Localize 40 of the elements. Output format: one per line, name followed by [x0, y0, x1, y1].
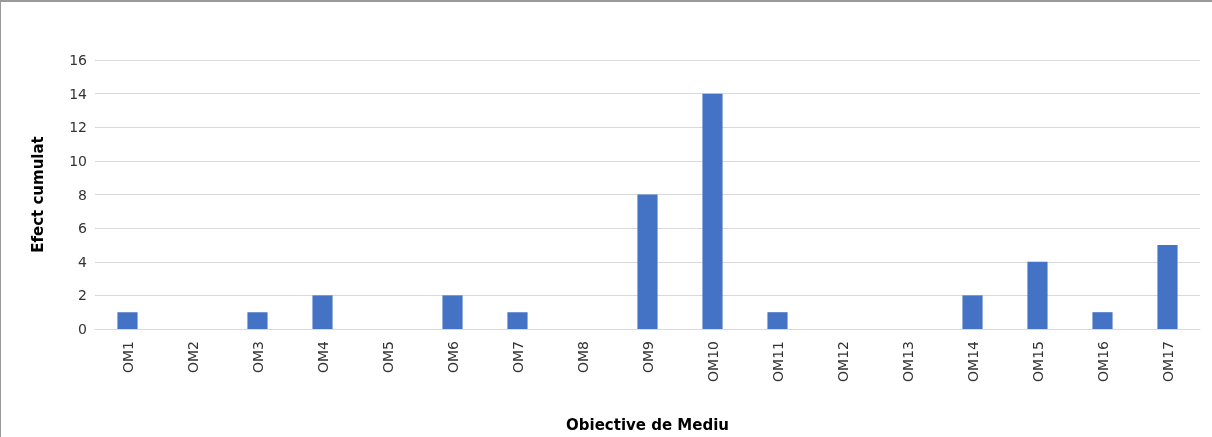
y-tick-label: 0	[78, 321, 87, 337]
x-tick-label: OM14	[964, 340, 981, 382]
bar	[507, 312, 528, 329]
bar	[767, 312, 788, 329]
bar	[637, 194, 658, 329]
x-tick-label: OM2	[184, 341, 201, 374]
x-tick-label: OM12	[834, 341, 851, 382]
x-tick-label: OM4	[314, 340, 331, 374]
y-tick-label: 12	[69, 119, 87, 136]
y-tick-label: 14	[69, 85, 88, 102]
x-tick-label: OM9	[639, 341, 656, 374]
x-tick-label: OM3	[249, 341, 266, 374]
x-tick-label: OM13	[899, 341, 916, 382]
bar	[1092, 312, 1113, 329]
x-tick-label: OM11	[769, 341, 786, 382]
bar	[702, 93, 723, 329]
x-tick-label: OM5	[379, 341, 396, 374]
bar	[1027, 261, 1048, 329]
bar	[117, 312, 138, 329]
y-tick-label: 16	[69, 52, 88, 68]
x-tick-label: OM17	[1159, 341, 1176, 382]
bar	[442, 295, 463, 329]
bar	[312, 295, 333, 329]
x-tick-label: OM10	[704, 341, 721, 382]
x-axis-title: Obiective de Mediu	[566, 415, 729, 434]
bar	[247, 312, 268, 329]
y-tick-label: 6	[78, 220, 88, 237]
y-tick-label: 10	[69, 152, 87, 169]
bar	[962, 295, 983, 329]
bar	[1157, 244, 1178, 329]
y-tick-label: 8	[78, 186, 87, 203]
x-tick-label: OM16	[1094, 340, 1111, 382]
y-axis-title: Efect cumulat	[28, 136, 47, 253]
x-tick-label: OM1	[119, 341, 136, 374]
y-tick-label: 4	[78, 253, 88, 270]
y-tick-label: 2	[78, 287, 87, 304]
x-tick-label: OM7	[509, 341, 526, 374]
x-tick-label: OM8	[574, 341, 591, 374]
x-tick-label: OM6	[444, 340, 461, 374]
x-tick-label: OM15	[1029, 341, 1046, 382]
